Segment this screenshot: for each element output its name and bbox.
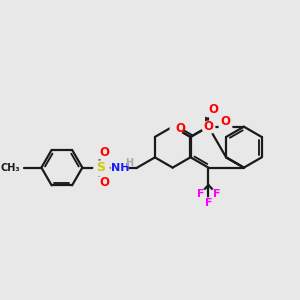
Text: O: O	[203, 120, 213, 133]
Text: H: H	[125, 158, 133, 167]
Text: O: O	[176, 122, 186, 135]
Text: O: O	[99, 176, 110, 190]
Text: NH: NH	[111, 163, 130, 172]
Text: F: F	[197, 188, 204, 199]
Text: O: O	[220, 115, 230, 128]
Text: O: O	[99, 146, 110, 159]
Text: F: F	[205, 198, 212, 208]
Text: S: S	[96, 161, 105, 174]
Text: O: O	[208, 103, 218, 116]
Text: F: F	[213, 188, 220, 199]
Text: CH₃: CH₃	[1, 163, 21, 172]
